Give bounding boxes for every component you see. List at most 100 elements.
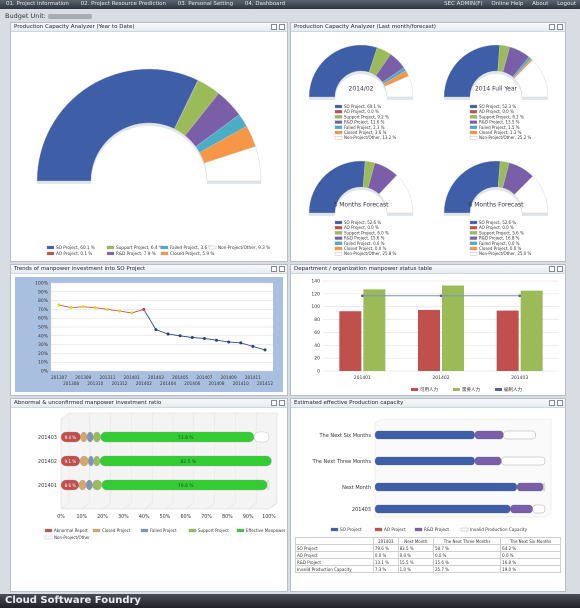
legend-swatch: [236, 528, 245, 533]
y-tick-label: 80%: [38, 298, 49, 304]
y-tick-label: 40: [314, 343, 320, 349]
maximize-icon[interactable]: [279, 24, 285, 30]
manpower-bar-chart: 0 20 40 60 80 100 120 140 201401 201402 201403 可用人力…: [311, 279, 559, 393]
panel-title: Abnormal & unconfirmed manpower investme…: [14, 400, 162, 406]
data-point: [361, 294, 364, 298]
minimize-icon[interactable]: [549, 24, 555, 30]
table-cell: 58.7 %: [432, 544, 502, 552]
table-cell: 79.6 %: [372, 544, 399, 552]
maximize-icon[interactable]: [557, 400, 563, 406]
panel-title: Department / organization manpower statu…: [294, 266, 433, 272]
legend-swatch: [334, 246, 343, 251]
legend-swatch: [44, 535, 53, 540]
minimize-icon[interactable]: [549, 400, 555, 406]
menu-resource-prediction[interactable]: 02. Project Resource Prediction: [80, 1, 167, 7]
legend-swatch: [140, 528, 149, 533]
table-row: SO Project 79.6 % 83.5 % 58.7 % 64.2 %: [295, 544, 561, 552]
about-link[interactable]: About: [532, 1, 549, 7]
table-cell: R&D Project: [295, 558, 374, 566]
y-tick-label: 40%: [38, 333, 49, 339]
legend-swatch: [469, 252, 478, 256]
gridline: [123, 502, 132, 510]
legend-label: SO Project, 52.3 %: [479, 104, 516, 109]
legend-swatch: [469, 120, 478, 124]
legend-label: Support Project, 6.2 %: [479, 114, 524, 119]
legend-swatch: [92, 528, 101, 533]
y-tick-label: Next Month: [342, 485, 371, 491]
legend-swatch: [330, 527, 339, 532]
legend-label: Support Project, 5.6 %: [479, 230, 524, 235]
maximize-icon[interactable]: [279, 400, 285, 406]
user-links: SEC ADMIN(F) Online Help About Logout: [437, 0, 576, 9]
logout-link[interactable]: Logout: [557, 1, 576, 7]
y-tick-label: 100%: [35, 281, 49, 287]
panel-monthly-capacity: Production Capacity Analyzer (Last month…: [290, 22, 566, 262]
legend-swatch: [334, 136, 343, 140]
panel-header: Production Capacity Analyzer (Last month…: [291, 23, 565, 32]
gridline: [81, 502, 90, 510]
table-header-row: 201403 Next Month The Next Three Months …: [295, 537, 561, 545]
gridline: [248, 502, 257, 510]
x-tick-label: 201308: [63, 381, 79, 386]
table-row: Invalid Production Capacity 7.3 % 1.0 % 25.…: [295, 565, 561, 573]
gridline: [268, 502, 278, 510]
minimize-icon[interactable]: [549, 266, 555, 272]
x-tick-label: 201406: [184, 381, 200, 386]
menu-personal-setting[interactable]: 03. Personal Setting: [177, 1, 234, 7]
legend-label: SO Project, 60.1 %: [56, 245, 95, 250]
maximize-icon[interactable]: [557, 24, 563, 30]
gridline: [206, 502, 215, 510]
legend-label: SO Project: [340, 527, 362, 532]
legend-swatch: [469, 110, 478, 114]
user-name: SEC ADMIN(F): [444, 1, 483, 7]
x-tick-label: 50%: [160, 514, 171, 520]
x-tick-label: 201407: [196, 375, 212, 380]
menu-project-information[interactable]: 01. Project Information: [6, 1, 69, 7]
legend-swatch: [44, 528, 53, 533]
y-tick-label: The Next Six Months: [318, 433, 371, 439]
data-point: [263, 348, 267, 352]
table-header-cell: The Next Three Months: [432, 537, 502, 545]
legend-label: R&D Project, 15.6 %: [344, 236, 385, 241]
legend-swatch: [414, 527, 423, 532]
effective-capacity-chart: The Next Six Months The Next Three Months…: [312, 418, 552, 532]
bar-segment: [86, 479, 93, 491]
x-tick-label: 90%: [243, 514, 254, 520]
legend-label: Abnormal Report: [54, 528, 88, 533]
legend-swatch: [46, 251, 55, 256]
minimize-icon[interactable]: [271, 266, 277, 272]
x-tick-label: 10%: [76, 514, 87, 520]
x-tick-label: 60%: [180, 514, 191, 520]
maximize-icon[interactable]: [557, 266, 563, 272]
x-tick-label: 20%: [97, 514, 108, 520]
legend-label: Support Project, 6.4 %: [116, 245, 163, 250]
legend-swatch: [106, 245, 115, 250]
value-label: 9.1 %: [65, 459, 77, 464]
table-cell: Invalid Production Capacity: [295, 565, 374, 573]
y-tick-label: 201403: [38, 435, 57, 441]
legend-label: Support Project: [198, 528, 229, 533]
legend-swatch: [334, 231, 343, 235]
legend-swatch: [374, 527, 383, 532]
menu-dashboard[interactable]: 04. Dashboard: [244, 1, 286, 7]
gridline: [164, 502, 174, 510]
table-header-cell: [295, 537, 374, 545]
minimize-icon[interactable]: [271, 400, 277, 406]
maximize-icon[interactable]: [279, 266, 285, 272]
minimize-icon[interactable]: [271, 24, 277, 30]
gridline: [102, 502, 111, 510]
table-cell: 64.2 %: [500, 544, 561, 552]
bar-segment: [80, 431, 88, 443]
table-cell: 25.7 %: [432, 565, 502, 573]
online-help-link[interactable]: Online Help: [491, 1, 524, 7]
y-tick-label: 120: [311, 291, 320, 297]
legend-label: 可用人力: [420, 386, 438, 393]
bar-segment: [78, 479, 87, 491]
x-tick-label: 201405: [172, 375, 188, 380]
budget-unit-value-redacted[interactable]: [47, 13, 92, 19]
legend-label: Closed Project, 0.0 %: [344, 246, 387, 251]
bar-segment: [510, 504, 533, 514]
legend-swatch: [334, 220, 343, 225]
footer-bar: Cloud Software Foundry: [0, 594, 580, 608]
legend-label: Failed Project, 2.3 %: [344, 125, 385, 130]
